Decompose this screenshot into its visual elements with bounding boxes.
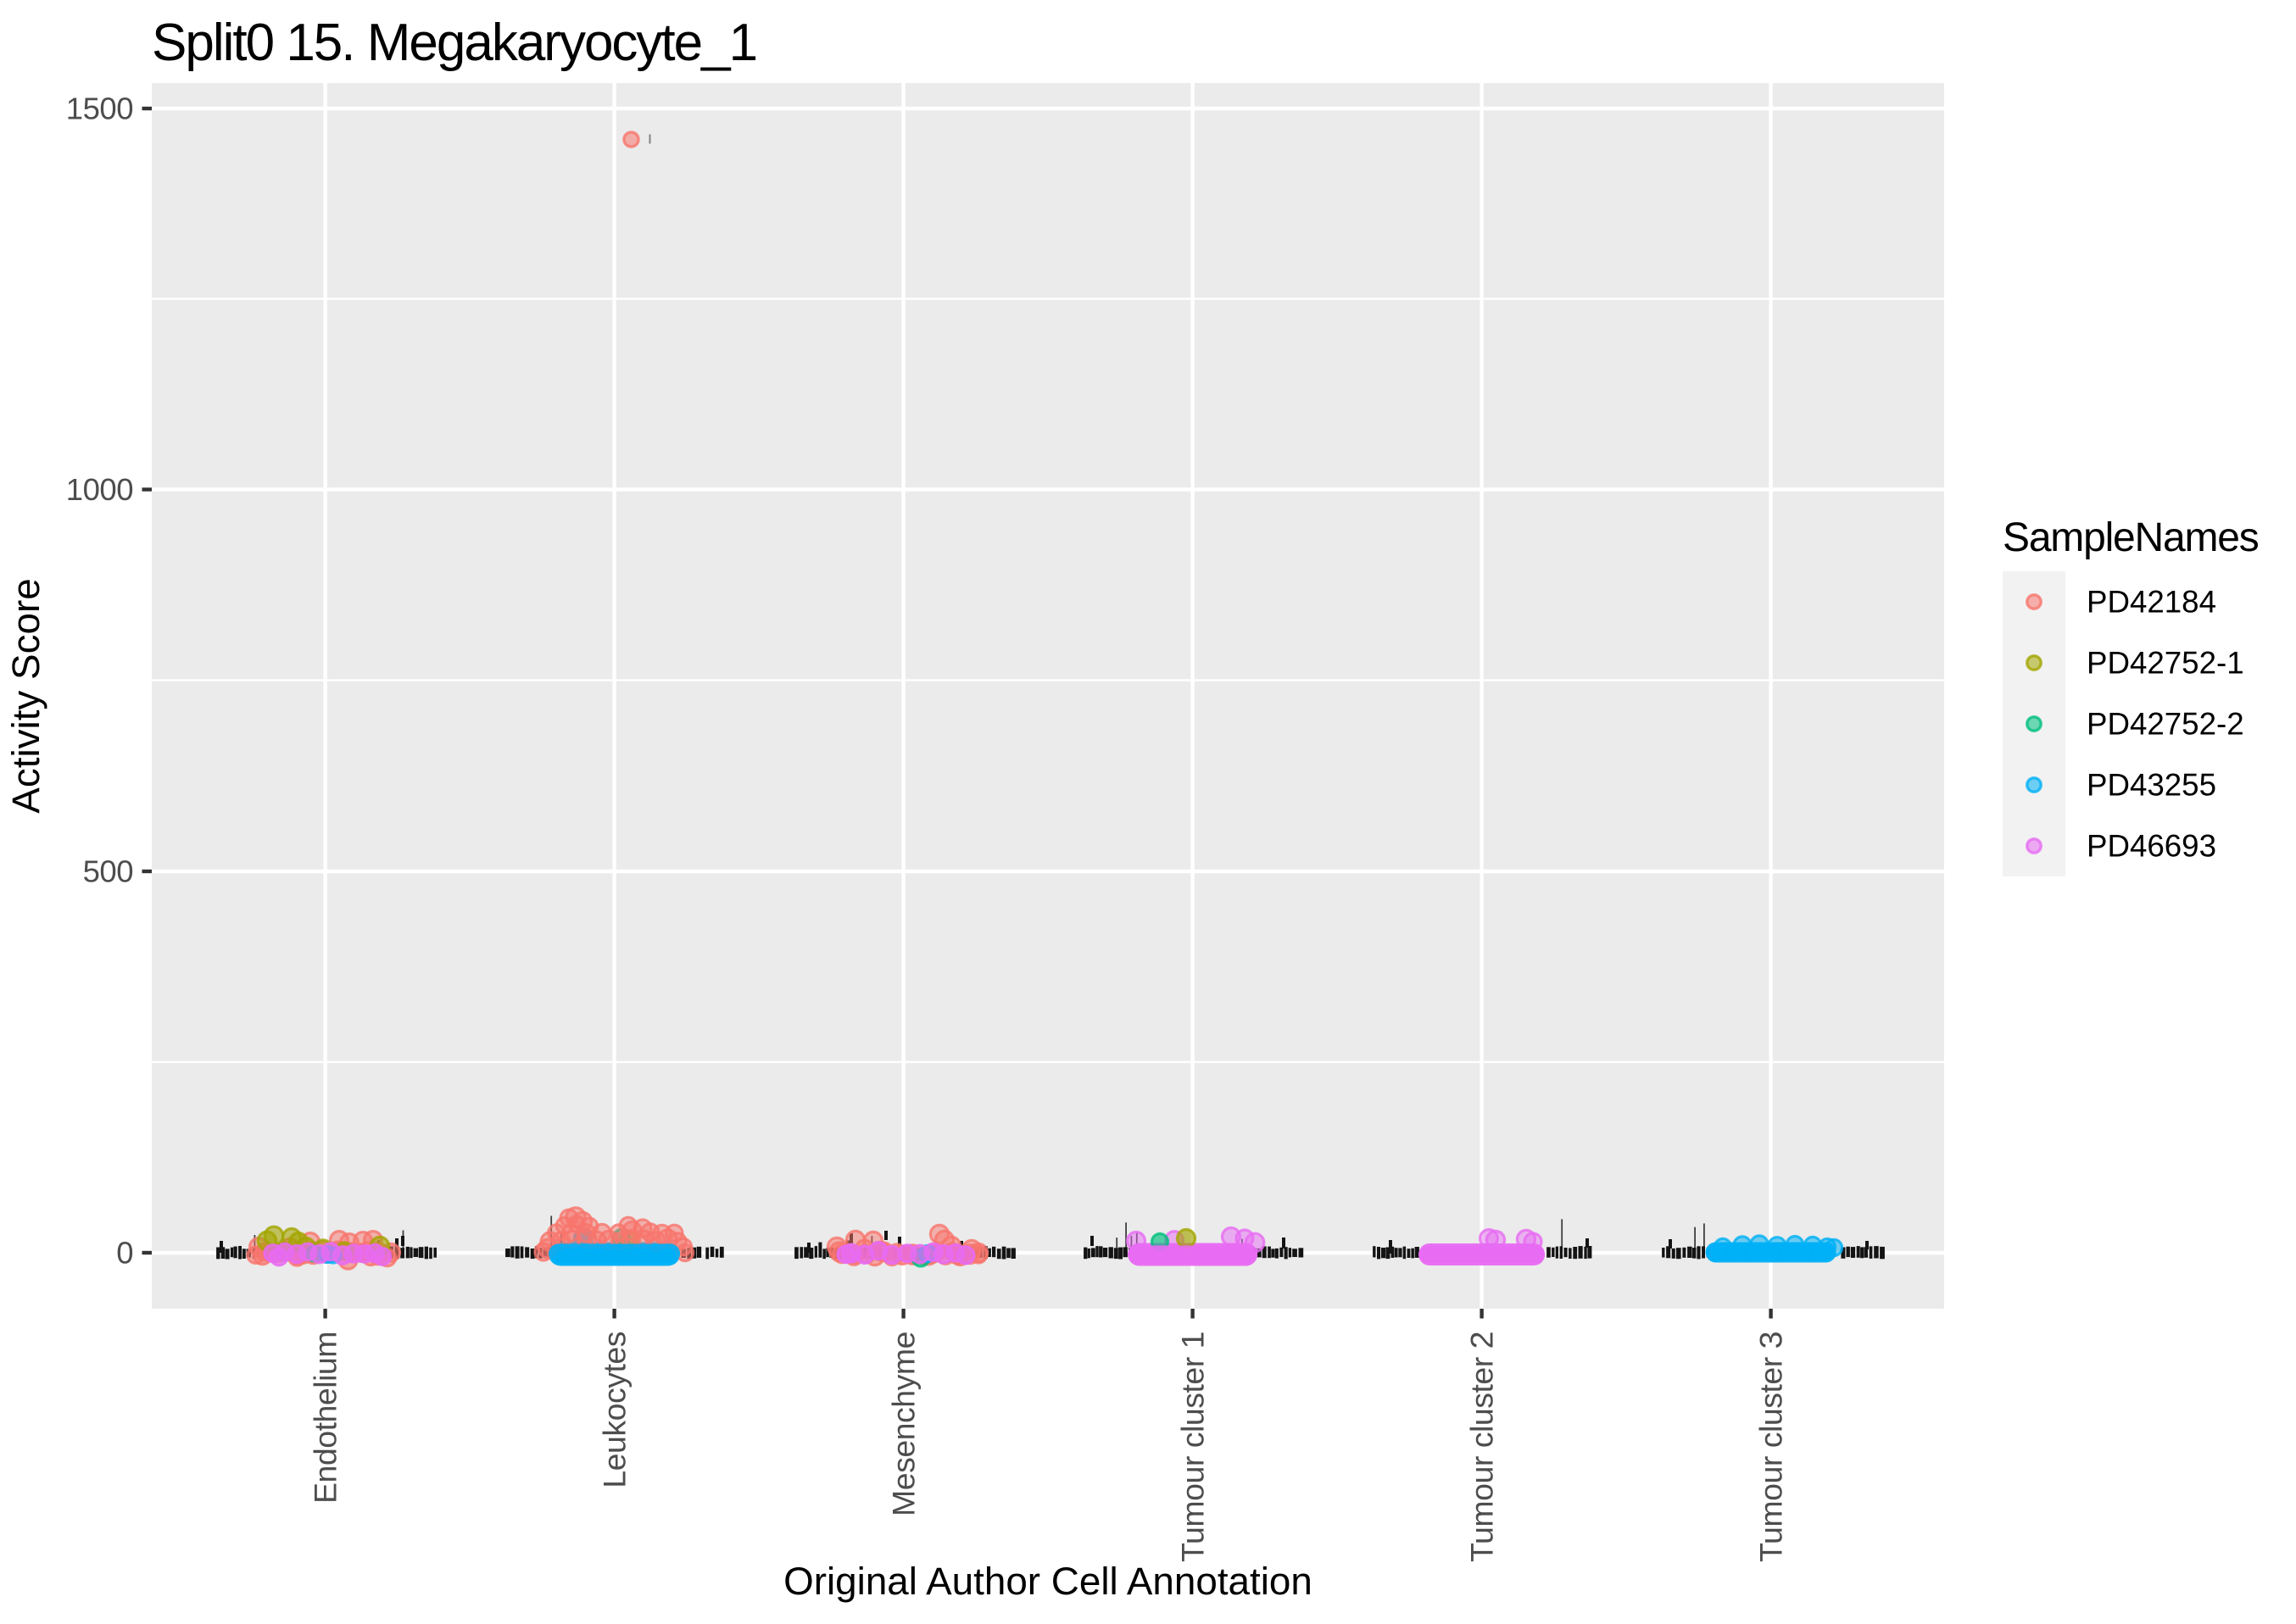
svg-text:1000: 1000 bbox=[66, 472, 133, 507]
svg-text:PD42752-1: PD42752-1 bbox=[2087, 646, 2244, 681]
svg-text:Activity Score: Activity Score bbox=[4, 578, 47, 813]
svg-text:Tumour cluster 3: Tumour cluster 3 bbox=[1753, 1332, 1789, 1562]
svg-text:PD43255: PD43255 bbox=[2087, 768, 2216, 803]
svg-text:Original Author Cell Annotatio: Original Author Cell Annotation bbox=[783, 1560, 1312, 1603]
svg-text:PD42184: PD42184 bbox=[2087, 585, 2216, 620]
svg-text:Mesenchyme: Mesenchyme bbox=[886, 1332, 922, 1516]
svg-text:Tumour cluster 2: Tumour cluster 2 bbox=[1464, 1332, 1500, 1562]
svg-text:500: 500 bbox=[83, 854, 133, 889]
svg-text:0: 0 bbox=[116, 1236, 133, 1271]
svg-text:PD46693: PD46693 bbox=[2087, 829, 2216, 864]
svg-text:1500: 1500 bbox=[66, 92, 133, 126]
svg-text:Tumour cluster 1: Tumour cluster 1 bbox=[1175, 1332, 1211, 1562]
svg-text:Split0 15. Megakaryocyte_1: Split0 15. Megakaryocyte_1 bbox=[152, 14, 756, 72]
svg-text:Endothelium: Endothelium bbox=[308, 1332, 343, 1504]
svg-text:Leukocytes: Leukocytes bbox=[597, 1332, 633, 1488]
svg-text:PD42752-2: PD42752-2 bbox=[2087, 707, 2244, 742]
svg-text:SampleNames: SampleNames bbox=[2003, 515, 2259, 560]
